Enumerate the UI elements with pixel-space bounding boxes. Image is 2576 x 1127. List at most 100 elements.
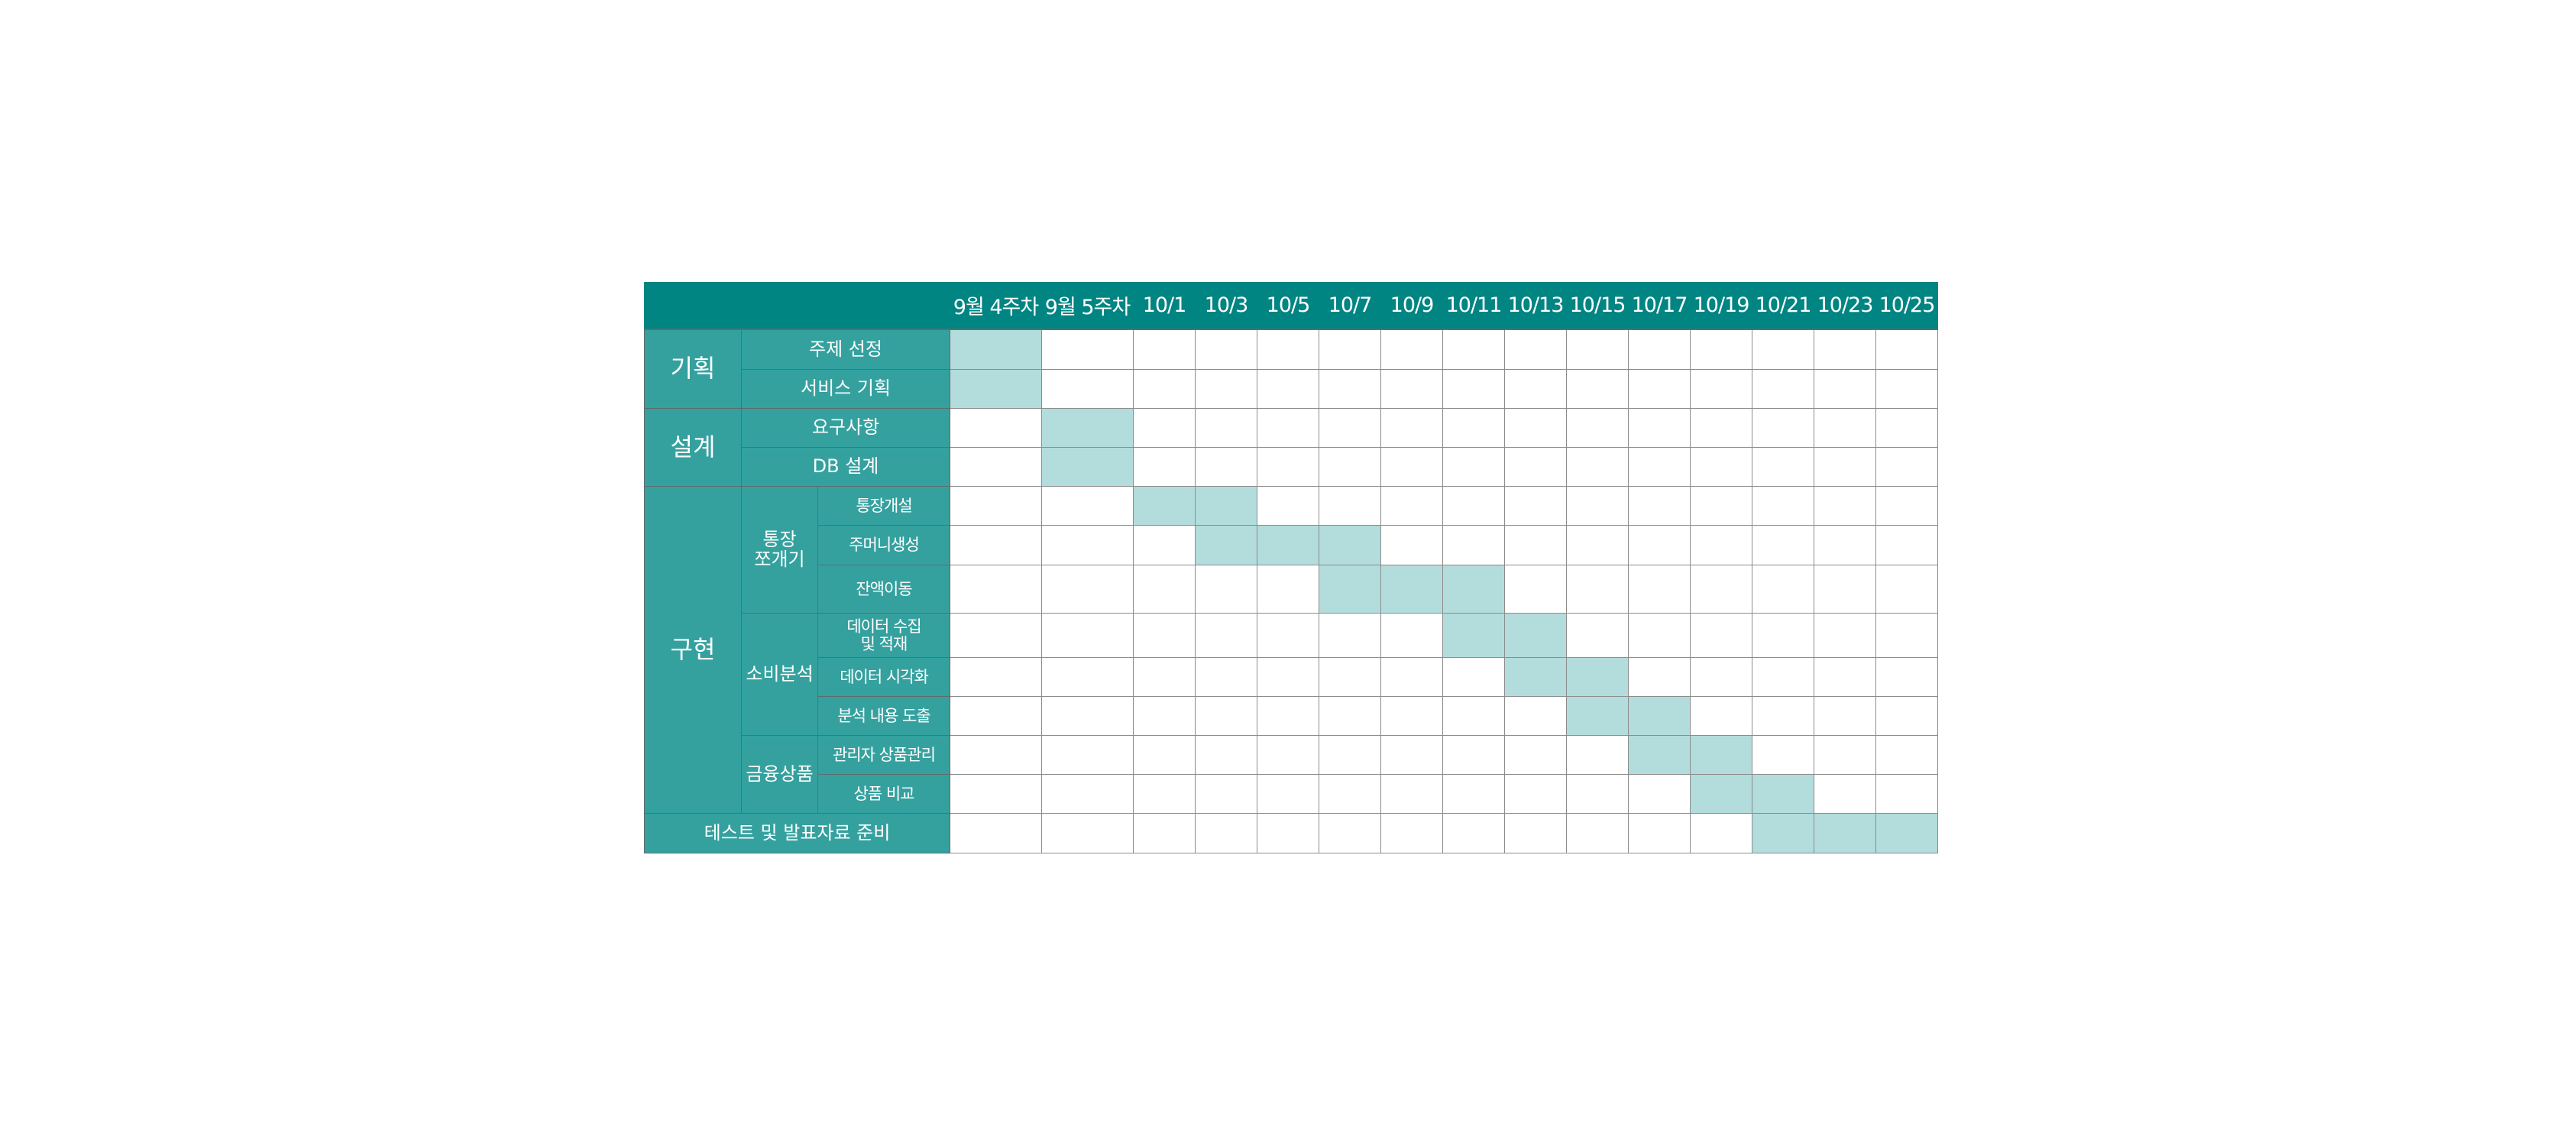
schedule-cell <box>1566 774 1629 814</box>
schedule-cell <box>1319 329 1381 370</box>
schedule-cell <box>1690 657 1752 697</box>
task-label: 통장개설 <box>817 486 950 526</box>
schedule-cell <box>1041 735 1134 775</box>
schedule-cell-active <box>1442 565 1505 614</box>
gantt-schedule-table: 9월 4주차 9월 5주차 10/1 10/3 10/5 10/7 10/9 10/11 10/… <box>644 282 1938 853</box>
schedule-cell <box>1257 408 1319 448</box>
schedule-cell <box>1442 696 1505 736</box>
schedule-cell <box>1380 408 1443 448</box>
header-date: 10/3 <box>1195 282 1257 330</box>
schedule-cell <box>1628 613 1691 658</box>
schedule-cell <box>1752 329 1814 370</box>
schedule-cell <box>1257 565 1319 614</box>
schedule-cell <box>1380 657 1443 697</box>
schedule-cell <box>1195 369 1257 409</box>
schedule-cell <box>1875 447 1938 487</box>
schedule-cell <box>1319 613 1381 658</box>
schedule-cell <box>1257 447 1319 487</box>
schedule-cell <box>1690 329 1752 370</box>
phase-label: 구현 <box>644 486 742 814</box>
header-date: 10/5 <box>1257 282 1319 330</box>
schedule-cell <box>1628 565 1691 614</box>
schedule-cell <box>1133 657 1196 697</box>
schedule-cell <box>1380 813 1443 853</box>
task-row: 구현 통장 쪼개기 통장개설 <box>644 486 1938 814</box>
schedule-cell <box>1442 408 1505 448</box>
schedule-cell <box>1133 813 1196 853</box>
schedule-cell <box>1319 774 1381 814</box>
schedule-cell <box>1380 774 1443 814</box>
schedule-cell <box>1041 613 1134 658</box>
schedule-cell <box>950 813 1042 853</box>
task-row: DB 설계 <box>645 447 1938 487</box>
schedule-cell <box>1504 774 1567 814</box>
schedule-cell <box>1257 774 1319 814</box>
schedule-cell <box>1195 613 1257 658</box>
schedule-cell <box>1566 369 1629 409</box>
schedule-cell <box>1752 613 1814 658</box>
schedule-cell <box>950 565 1042 614</box>
schedule-cell <box>1752 696 1814 736</box>
schedule-cell <box>1504 369 1567 409</box>
schedule-cell <box>1752 525 1814 565</box>
task-row: 소비분석 데이터 수집 및 적재 <box>645 613 1938 736</box>
schedule-cell-active <box>1380 565 1443 614</box>
schedule-cell-active <box>1319 565 1381 614</box>
schedule-cell <box>950 447 1042 487</box>
schedule-cell-active <box>1875 813 1938 853</box>
header-date: 10/13 <box>1504 282 1567 330</box>
schedule-cell-active <box>950 369 1042 409</box>
schedule-cell <box>1442 525 1505 565</box>
schedule-cell <box>1195 813 1257 853</box>
task-label: 분석 내용 도출 <box>817 696 950 736</box>
schedule-cell <box>1752 657 1814 697</box>
schedule-cell <box>950 525 1042 565</box>
schedule-cell <box>1319 369 1381 409</box>
task-label: 데이터 수집 및 적재 <box>817 613 950 658</box>
schedule-cell <box>1690 408 1752 448</box>
task-label: 상품 비교 <box>817 774 950 814</box>
schedule-cell <box>1875 774 1938 814</box>
schedule-cell <box>1380 486 1443 526</box>
schedule-cell <box>1690 813 1752 853</box>
phase-label: 기획 <box>644 329 742 409</box>
schedule-cell <box>1875 565 1938 614</box>
schedule-cell-active <box>1195 486 1257 526</box>
schedule-cell <box>1133 525 1196 565</box>
schedule-cell-active <box>1504 657 1567 697</box>
header-date: 10/15 <box>1566 282 1629 330</box>
schedule-cell <box>1442 813 1505 853</box>
schedule-cell-active <box>1690 735 1752 775</box>
schedule-cell <box>1814 486 1876 526</box>
schedule-cell <box>1628 486 1691 526</box>
schedule-cell <box>1628 657 1691 697</box>
schedule-cell <box>1814 525 1876 565</box>
schedule-cell <box>1752 565 1814 614</box>
schedule-cell <box>1041 525 1134 565</box>
task-row: 분석 내용 도출 <box>645 696 1938 736</box>
group-label: 금융상품 <box>741 735 818 814</box>
schedule-cell <box>1257 613 1319 658</box>
schedule-cell <box>1814 774 1876 814</box>
schedule-cell <box>1814 447 1876 487</box>
schedule-cell <box>1566 735 1629 775</box>
schedule-cell-active <box>1442 613 1505 658</box>
schedule-cell <box>1628 813 1691 853</box>
schedule-cell <box>1628 329 1691 370</box>
header-date: 10/1 <box>1133 282 1196 330</box>
schedule-cell <box>1257 696 1319 736</box>
schedule-cell <box>1319 486 1381 526</box>
schedule-cell <box>1041 486 1134 526</box>
schedule-cell <box>1814 408 1876 448</box>
schedule-cell <box>950 613 1042 658</box>
schedule-cell <box>1442 735 1505 775</box>
schedule-cell <box>1195 696 1257 736</box>
schedule-cell <box>950 486 1042 526</box>
schedule-cell-active <box>1504 613 1567 658</box>
schedule-cell <box>1195 735 1257 775</box>
header-date: 10/11 <box>1442 282 1505 330</box>
schedule-cell <box>1133 774 1196 814</box>
schedule-cell <box>950 408 1042 448</box>
schedule-cell <box>1133 565 1196 614</box>
task-row: 테스트 및 발표자료 준비 <box>644 813 1938 853</box>
